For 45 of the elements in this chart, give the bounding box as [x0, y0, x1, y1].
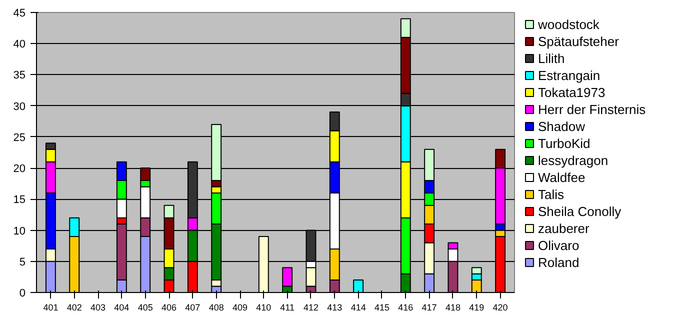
y-tick-label: 25 [13, 132, 26, 144]
legend-label: Waldfee [538, 169, 586, 185]
legend-label: Herr der Finsternis [538, 101, 646, 117]
legend-label: zauberer [538, 220, 590, 236]
x-tick-label: 420 [492, 302, 508, 312]
legend-label: Sheila Conolly [538, 203, 622, 219]
y-tick-label: 45 [13, 8, 26, 20]
y-tick-label: 30 [13, 100, 26, 113]
legend-label: Estrangain [538, 67, 600, 83]
x-tick-label: 408 [208, 302, 224, 312]
x-tick-label: 405 [138, 302, 153, 312]
x-tick-label: 412 [303, 302, 319, 312]
legend-label: Roland [538, 254, 580, 270]
y-tick-label: 20 [13, 163, 26, 176]
legend-label: Spätaufsteher [538, 33, 619, 49]
x-tick-label: 409 [232, 302, 248, 312]
x-tick-label: 404 [114, 302, 130, 312]
y-tick-label: 35 [13, 70, 26, 82]
legend-label: Olivaro [538, 237, 580, 253]
y-tick-label: 0 [19, 288, 26, 300]
x-tick-label: 406 [162, 302, 177, 312]
x-tick-label: 415 [374, 302, 390, 312]
y-tick-label: 40 [13, 38, 26, 51]
x-tick-label: 411 [280, 302, 295, 312]
legend-label: Talis [538, 186, 564, 202]
x-tick-label: 403 [90, 302, 106, 312]
x-tick-label: 413 [327, 302, 342, 312]
legend-label: Tokata1973 [538, 84, 606, 100]
y-tick-label: 10 [13, 225, 26, 238]
x-tick-label: 417 [422, 302, 437, 312]
x-tick-label: 416 [398, 302, 414, 312]
x-tick-label: 407 [185, 302, 200, 312]
x-tick-label: 418 [445, 302, 460, 312]
legend-label: Lilith [538, 50, 565, 66]
x-tick-label: 414 [350, 302, 366, 312]
legend-label: lessydragon [538, 152, 608, 168]
legend-label: Shadow [538, 118, 585, 134]
y-tick-label: 15 [13, 194, 26, 206]
x-tick-label: 410 [256, 302, 272, 312]
x-tick-label: 402 [66, 302, 82, 312]
x-tick-label: 419 [469, 302, 484, 312]
legend-label: woodstock [538, 16, 600, 32]
y-tick-label: 5 [19, 256, 26, 268]
x-tick-label: 401 [43, 302, 58, 312]
legend-label: TurboKid [538, 135, 590, 151]
